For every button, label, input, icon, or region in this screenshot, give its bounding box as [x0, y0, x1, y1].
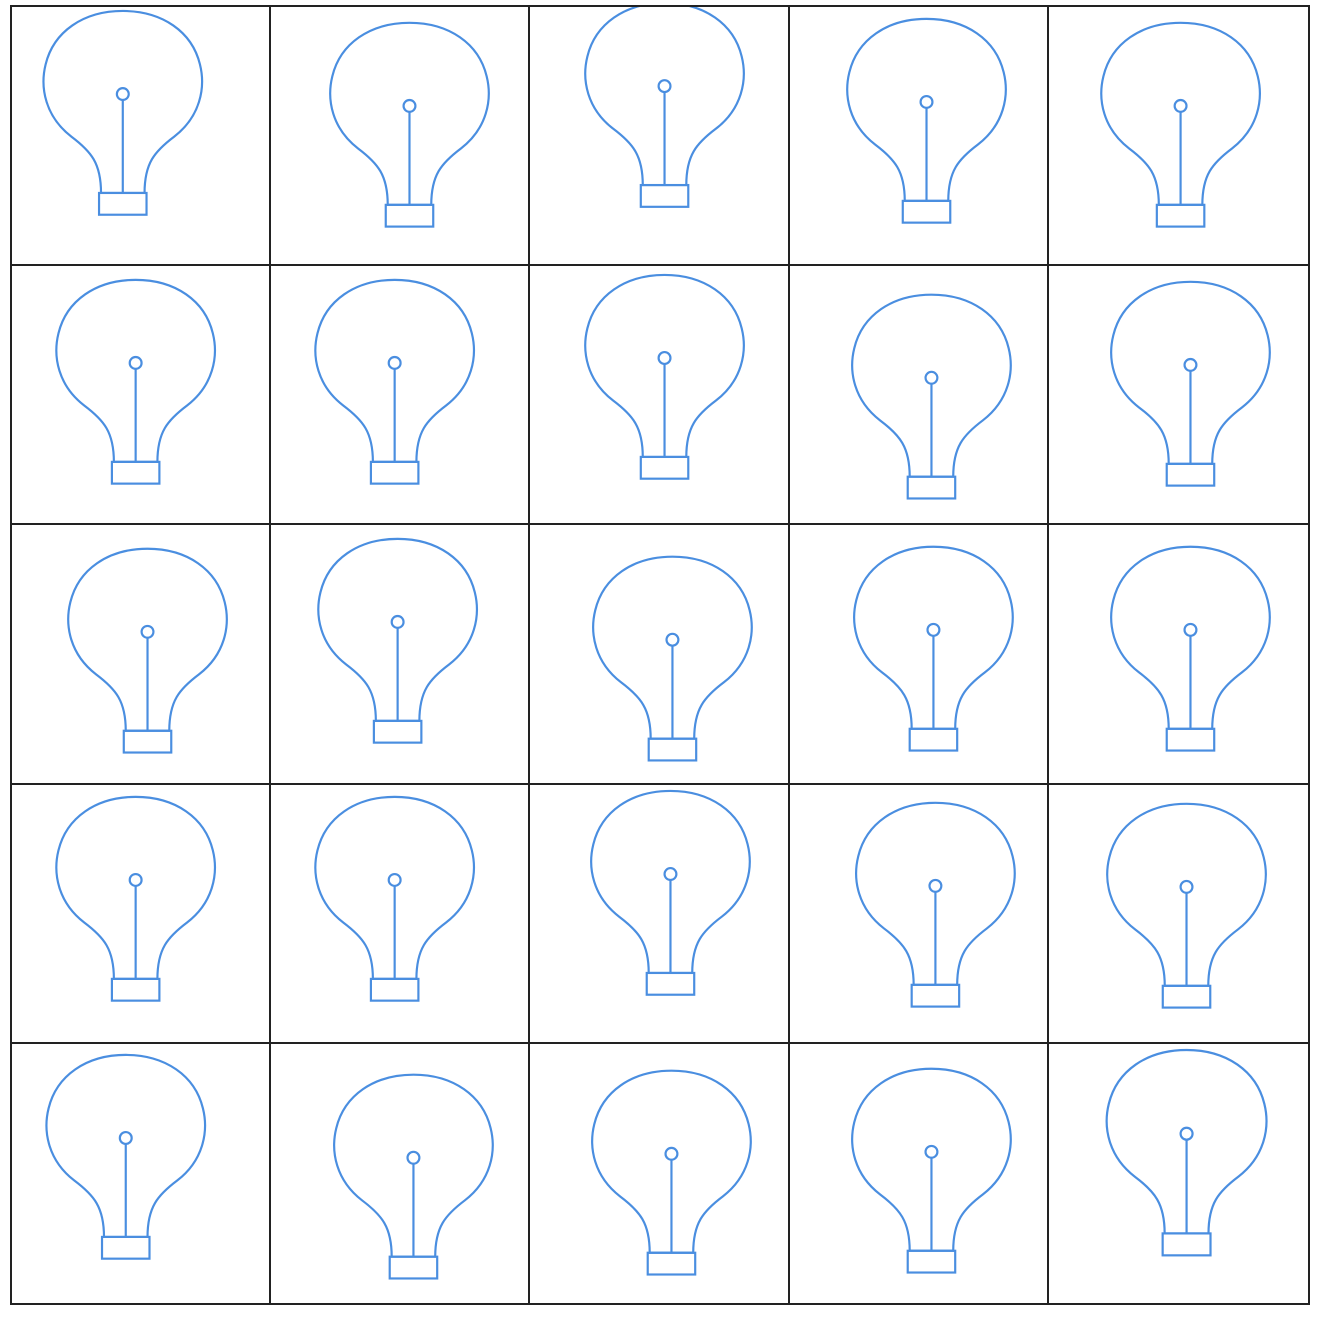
grid-cell-r5-c3[interactable]	[530, 1043, 790, 1303]
grid-cell-r5-c2[interactable]	[271, 1043, 531, 1303]
lightbulb-icon	[1100, 21, 1261, 228]
lightbulb-icon	[1105, 802, 1267, 1009]
lightbulb-icon	[590, 789, 752, 996]
grid-cell-r3-c4[interactable]	[789, 525, 1049, 785]
grid-cell-r2-c2[interactable]	[271, 266, 531, 526]
lightbulb-icon	[584, 7, 746, 208]
grid-cell-r2-c3[interactable]	[530, 266, 790, 526]
grid-cell-r4-c1[interactable]	[12, 784, 272, 1044]
grid-cell-r2-c5[interactable]	[1048, 266, 1308, 526]
lightbulb-icon	[45, 1053, 207, 1260]
lightbulb-icon	[591, 1069, 753, 1276]
lightbulb-icon	[592, 555, 754, 762]
grid-cell-r2-c1[interactable]	[12, 266, 272, 526]
lightbulb-icon	[333, 1073, 494, 1280]
grid-cell-r5-c5[interactable]	[1049, 1044, 1308, 1303]
lightbulb-icon	[1109, 280, 1271, 487]
grid-cell-r4-c4[interactable]	[789, 784, 1049, 1044]
grid-cell-r3-c1[interactable]	[12, 525, 272, 785]
lightbulb-icon	[314, 278, 476, 485]
grid-cell-r1-c4[interactable]	[789, 7, 1049, 267]
grid-cell-r5-c1[interactable]	[12, 1043, 272, 1303]
grid-cell-r1-c1[interactable]	[12, 7, 272, 267]
lightbulb-icon	[1109, 546, 1271, 753]
lightbulb-icon	[1105, 1048, 1268, 1257]
lightbulb-icon	[584, 274, 746, 480]
lightbulb-icon	[850, 293, 1012, 500]
lightbulb-icon	[314, 795, 476, 1002]
lightbulb-icon	[55, 795, 216, 1002]
grid-cell-r3-c3[interactable]	[530, 525, 790, 785]
grid-cell-r1-c2[interactable]	[271, 7, 531, 267]
grid-cell-r5-c4[interactable]	[790, 1043, 1049, 1303]
lightbulb-icon	[317, 538, 479, 745]
grid-cell-r3-c5[interactable]	[1048, 525, 1308, 785]
lightbulb-icon	[845, 17, 1007, 224]
lightbulb-icon	[42, 9, 204, 216]
grid-cell-r2-c4[interactable]	[789, 266, 1049, 526]
grid-cell-r3-c2[interactable]	[271, 525, 531, 785]
lightbulb-icon	[852, 546, 1014, 753]
lightbulb-icon	[55, 278, 216, 485]
grid-cell-r4-c3[interactable]	[530, 784, 790, 1044]
lightbulb-icon	[67, 548, 228, 754]
grid-cell-r1-c5[interactable]	[1048, 7, 1308, 267]
grid-cell-r4-c2[interactable]	[271, 784, 531, 1044]
grid-cell-r1-c3[interactable]	[530, 7, 790, 267]
lightbulb-icon	[329, 21, 490, 228]
lightbulb-icon	[854, 801, 1016, 1008]
game-board	[10, 5, 1310, 1305]
lightbulb-icon	[850, 1067, 1012, 1274]
grid-cell-r4-c5[interactable]	[1048, 785, 1308, 1044]
